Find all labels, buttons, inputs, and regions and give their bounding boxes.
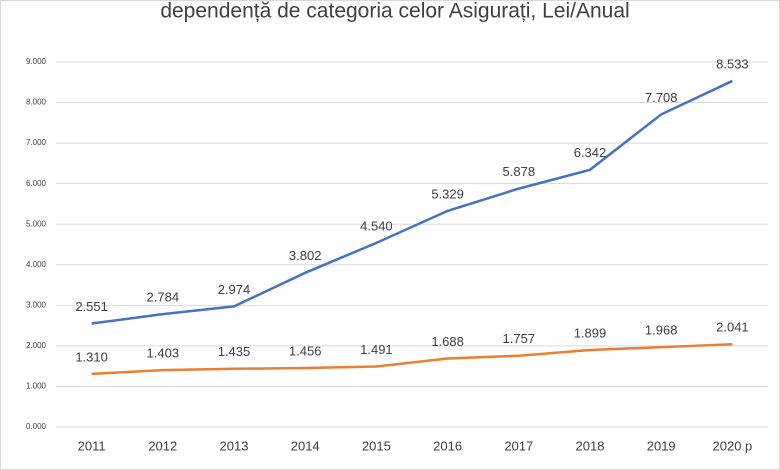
y-tick-label: 0.000 <box>26 422 47 431</box>
data-label: 2.784 <box>147 290 180 305</box>
y-tick-label: 2.000 <box>26 341 47 350</box>
data-label: 5.878 <box>503 164 536 179</box>
x-tick-label: 2016 <box>433 438 462 453</box>
data-label: 6.342 <box>574 145 607 160</box>
x-tick-label: 2020 p <box>713 438 753 453</box>
data-label: 5.329 <box>431 186 464 201</box>
x-tick-label: 2013 <box>220 438 249 453</box>
x-tick-label: 2015 <box>362 438 391 453</box>
data-label: 7.708 <box>645 90 678 105</box>
data-label: 1.491 <box>360 342 393 357</box>
data-label: 1.456 <box>289 343 322 358</box>
x-tick-label: 2012 <box>148 438 177 453</box>
data-label: 1.688 <box>431 334 464 349</box>
data-label: 2.551 <box>75 299 108 314</box>
series-line <box>91 79 733 325</box>
data-label: 2.041 <box>716 320 749 335</box>
series-line <box>91 342 733 376</box>
data-label: 1.757 <box>503 331 536 346</box>
y-tick-label: 1.000 <box>26 382 47 391</box>
data-label: 8.533 <box>716 56 749 71</box>
data-label: 2.974 <box>218 282 251 297</box>
data-label: 3.802 <box>289 248 322 263</box>
y-tick-label: 9.000 <box>26 57 47 66</box>
data-label: 1.899 <box>574 325 607 340</box>
y-tick-label: 5.000 <box>26 219 47 228</box>
x-tick-label: 2011 <box>78 438 106 453</box>
chart-title: dependență de categoria celor Asigurați,… <box>160 0 629 23</box>
y-tick-label: 4.000 <box>26 260 47 269</box>
y-tick-label: 3.000 <box>26 300 47 309</box>
data-label: 4.540 <box>360 218 393 233</box>
x-tick-label: 2018 <box>576 438 605 453</box>
data-label: 1.403 <box>147 346 180 361</box>
y-tick-label: 6.000 <box>26 179 47 188</box>
y-tick-label: 7.000 <box>26 138 47 147</box>
data-label: 1.968 <box>645 323 678 338</box>
x-tick-label: 2017 <box>504 438 533 453</box>
data-label: 1.435 <box>218 344 251 359</box>
x-tick-label: 2019 <box>647 438 676 453</box>
x-tick-label: 2014 <box>291 438 320 453</box>
y-tick-label: 8.000 <box>26 98 47 107</box>
data-label: 1.310 <box>75 349 108 364</box>
